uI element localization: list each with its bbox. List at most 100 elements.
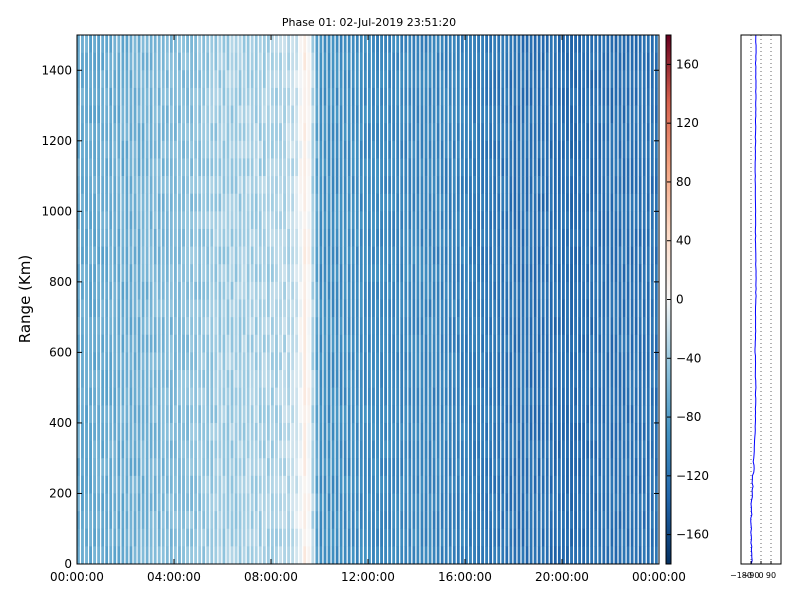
heatmap-cell	[246, 299, 250, 318]
heatmap-cell	[319, 317, 323, 336]
heatmap-cell	[299, 352, 303, 371]
heatmap-cell	[432, 370, 436, 388]
heatmap-cell	[634, 123, 638, 142]
heatmap-cell	[359, 299, 363, 318]
heatmap-cell	[574, 70, 578, 89]
heatmap-cell	[89, 387, 93, 406]
heatmap-cell	[331, 387, 335, 406]
heatmap-cell	[420, 440, 424, 459]
heatmap-cell	[291, 493, 295, 512]
heatmap-cell	[234, 264, 238, 283]
heatmap-cell	[315, 281, 319, 300]
heatmap-cell	[412, 264, 416, 283]
heatmap-cell	[311, 334, 315, 353]
heatmap-cell	[533, 352, 537, 371]
heatmap-cell	[190, 70, 194, 89]
heatmap-cell	[234, 87, 238, 106]
heatmap-cell	[622, 387, 626, 406]
heatmap-cell	[283, 440, 287, 459]
heatmap-cell	[234, 440, 238, 459]
heatmap-cell	[614, 458, 618, 477]
heatmap-cell	[287, 475, 291, 494]
heatmap-cell	[396, 334, 400, 353]
heatmap-cell	[444, 317, 448, 336]
heatmap-cell	[262, 281, 266, 300]
heatmap-cell	[582, 123, 586, 142]
heatmap-cell	[408, 264, 412, 283]
y-tick-label: 800	[49, 275, 72, 289]
heatmap-cell	[477, 140, 481, 159]
heatmap-cell	[420, 35, 424, 53]
heatmap-cell	[590, 52, 594, 71]
heatmap-cell	[101, 528, 105, 547]
heatmap-cell	[335, 158, 339, 177]
heatmap-cell	[169, 317, 173, 336]
heatmap-cell	[638, 52, 642, 71]
heatmap-cell	[226, 246, 230, 265]
heatmap-cell	[165, 493, 169, 512]
heatmap-cell	[258, 299, 262, 318]
heatmap-cell	[646, 140, 650, 159]
heatmap-cell	[194, 370, 198, 388]
heatmap-cell	[436, 387, 440, 406]
heatmap-cell	[404, 422, 408, 441]
heatmap-cell	[234, 370, 238, 388]
heatmap-cell	[497, 281, 501, 300]
heatmap-cell	[582, 511, 586, 530]
heatmap-cell	[85, 440, 88, 459]
heatmap-cell	[145, 123, 149, 142]
heatmap-cell	[81, 35, 84, 53]
heatmap-cell	[436, 70, 440, 89]
heatmap-cell	[557, 140, 561, 159]
heatmap-cell	[194, 546, 198, 564]
heatmap-cell	[570, 475, 573, 494]
heatmap-cell	[545, 281, 549, 300]
heatmap-cell	[331, 405, 335, 424]
heatmap-cell	[456, 422, 460, 441]
heatmap-cell	[469, 281, 472, 300]
heatmap-cell	[372, 440, 375, 459]
heatmap-cell	[582, 440, 586, 459]
heatmap-gap	[520, 35, 522, 564]
heatmap-cell	[339, 158, 343, 177]
heatmap-cell	[654, 246, 658, 265]
heatmap-cell	[315, 70, 319, 89]
heatmap-gap	[112, 35, 114, 564]
heatmap-cell	[246, 405, 250, 424]
heatmap-cell	[327, 440, 331, 459]
heatmap-cell	[537, 35, 541, 53]
heatmap-cell	[396, 440, 400, 459]
heatmap-cell	[465, 193, 468, 212]
heatmap-cell	[646, 511, 650, 530]
heatmap-cell	[452, 511, 456, 530]
heatmap-cell	[654, 387, 658, 406]
heatmap-cell	[311, 387, 315, 406]
heatmap-cell	[384, 35, 388, 53]
heatmap-cell	[505, 546, 509, 564]
heatmap-cell	[117, 422, 121, 441]
heatmap-gap	[475, 35, 478, 564]
heatmap-cell	[598, 193, 602, 212]
heatmap-cell	[315, 52, 319, 71]
heatmap-cell	[489, 528, 493, 547]
heatmap-cell	[363, 70, 367, 89]
heatmap-cell	[529, 317, 533, 336]
heatmap-cell	[570, 334, 573, 353]
heatmap-cell	[400, 264, 404, 283]
heatmap-cell	[448, 475, 452, 494]
heatmap-cell	[133, 105, 137, 124]
heatmap-cell	[141, 35, 145, 53]
heatmap-cell	[497, 123, 501, 142]
heatmap-cell	[654, 140, 658, 159]
heatmap-cell	[586, 52, 590, 71]
heatmap-cell	[319, 546, 323, 564]
heatmap-cell	[404, 511, 408, 530]
heatmap-cell	[529, 511, 533, 530]
heatmap-cell	[287, 105, 291, 124]
heatmap-cell	[335, 299, 339, 318]
heatmap-cell	[133, 387, 137, 406]
heatmap-gap	[237, 35, 239, 564]
heatmap-cell	[630, 370, 634, 388]
heatmap-cell	[537, 440, 541, 459]
